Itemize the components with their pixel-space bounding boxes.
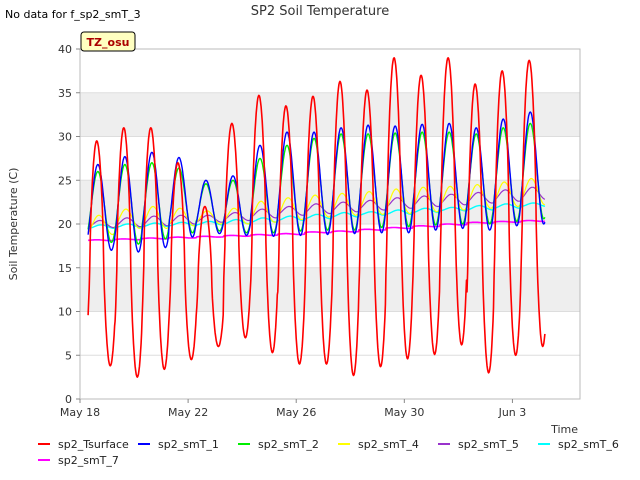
x-tick-label: May 22 bbox=[168, 406, 208, 419]
legend-label: sp2_smT_6 bbox=[558, 437, 619, 451]
y-tick-label: 30 bbox=[58, 131, 72, 144]
chart-title: SP2 Soil Temperature bbox=[251, 4, 389, 19]
legend-item-smt2: sp2_smT_2 bbox=[238, 438, 338, 451]
no-data-note: No data for f_sp2_smT_3 bbox=[5, 8, 141, 21]
y-tick-label: 40 bbox=[58, 43, 72, 56]
plot-band bbox=[80, 267, 580, 312]
y-tick-label: 15 bbox=[58, 262, 72, 275]
x-tick-label: May 26 bbox=[276, 406, 316, 419]
legend-swatch bbox=[138, 443, 150, 445]
y-axis-label: Soil Temperature (C) bbox=[7, 168, 20, 281]
plot-band bbox=[80, 92, 580, 137]
legend-item-smt4: sp2_smT_4 bbox=[338, 438, 438, 451]
y-tick-label: 35 bbox=[58, 87, 72, 100]
x-tick-label: Jun 3 bbox=[498, 406, 527, 419]
series-line-sp2_Tsurface bbox=[87, 56, 546, 378]
x-tick-label: May 30 bbox=[384, 406, 424, 419]
legend-swatch bbox=[38, 459, 50, 461]
legend-item-tsurface: sp2_Tsurface bbox=[38, 438, 138, 451]
legend-label: sp2_smT_1 bbox=[158, 437, 219, 451]
legend-swatch bbox=[538, 443, 550, 445]
legend-label: sp2_smT_5 bbox=[458, 437, 519, 451]
legend-item-smt7: sp2_smT_7 bbox=[38, 454, 142, 467]
plot-band bbox=[80, 180, 580, 224]
legend-label: sp2_smT_2 bbox=[258, 437, 319, 451]
legend-label: sp2_smT_4 bbox=[358, 437, 419, 451]
legend-label: sp2_Tsurface bbox=[58, 437, 129, 451]
tz-badge: TZ_osu bbox=[80, 31, 136, 52]
y-tick-label: 5 bbox=[65, 349, 72, 362]
legend-swatch bbox=[338, 443, 350, 445]
legend-label: sp2_smT_7 bbox=[58, 453, 119, 467]
legend-swatch bbox=[38, 443, 50, 445]
legend-item-smt6: sp2_smT_6 bbox=[538, 438, 638, 451]
legend-swatch bbox=[438, 443, 450, 445]
legend-item-smt1: sp2_smT_1 bbox=[138, 438, 238, 451]
y-tick-label: 10 bbox=[58, 306, 72, 319]
x-axis-label: Time bbox=[550, 423, 578, 436]
y-tick-label: 0 bbox=[65, 393, 72, 406]
legend-swatch bbox=[238, 443, 250, 445]
tz-badge-label: TZ_osu bbox=[87, 36, 130, 49]
legend-item-smt5: sp2_smT_5 bbox=[438, 438, 538, 451]
x-tick-label: May 18 bbox=[60, 406, 100, 419]
legend: sp2_Tsurface sp2_smT_1 sp2_smT_2 sp2_smT… bbox=[38, 436, 638, 468]
y-tick-label: 25 bbox=[58, 174, 72, 187]
y-tick-label: 20 bbox=[58, 218, 72, 231]
